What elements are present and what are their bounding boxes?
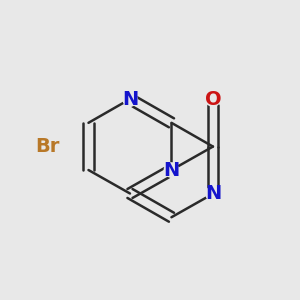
Circle shape bbox=[206, 187, 220, 201]
Text: Br: Br bbox=[35, 137, 59, 156]
Circle shape bbox=[38, 137, 56, 156]
Text: O: O bbox=[205, 90, 221, 109]
Circle shape bbox=[206, 92, 220, 106]
Text: N: N bbox=[205, 184, 221, 203]
Text: N: N bbox=[122, 90, 138, 109]
Circle shape bbox=[123, 92, 137, 106]
Text: N: N bbox=[163, 160, 180, 179]
Circle shape bbox=[164, 163, 178, 177]
